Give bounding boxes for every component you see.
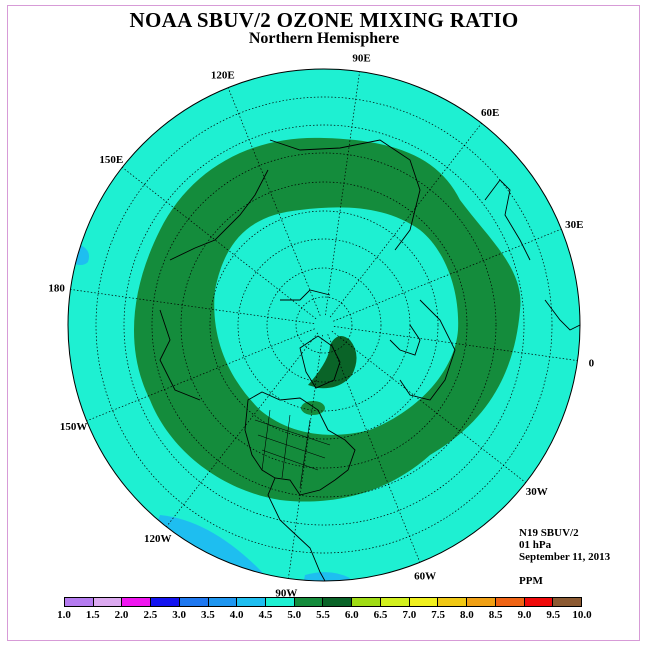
ozone-ring-high (133, 137, 521, 502)
longitude-label: 120W (144, 533, 172, 545)
legend-swatch (266, 598, 295, 606)
legend-swatch (495, 598, 525, 606)
info-block: N19 SBUV/2 01 hPa September 11, 2013 (519, 527, 610, 563)
legend-tick-label: 5.0 (287, 609, 302, 621)
legend-swatch (553, 598, 581, 606)
legend-swatch (352, 598, 381, 606)
longitude-label: 30W (526, 486, 548, 498)
legend-swatch (409, 598, 439, 606)
units-label: PPM (519, 575, 543, 587)
legend-swatch (208, 598, 238, 606)
meridian-line (86, 328, 315, 422)
map-border (67, 68, 581, 582)
legend-tick-label: 3.0 (172, 609, 186, 621)
legend-tick-label: 6.5 (373, 609, 388, 621)
legend-tick-label: 2.5 (143, 609, 158, 621)
legend-swatch (524, 598, 554, 606)
longitude-label: 90W (275, 587, 297, 599)
longitude-label: 90E (352, 53, 370, 65)
page-subtitle: Northern Hemisphere (248, 30, 400, 47)
page-frame (7, 5, 640, 641)
legend-swatch (65, 598, 94, 606)
meridian-line (333, 326, 578, 361)
legend-swatch (122, 598, 152, 606)
ozone-patch-small (301, 401, 325, 415)
legend-tick-label: 1.5 (85, 609, 100, 621)
latitude-circles (95, 96, 553, 554)
meridian-line (333, 228, 562, 322)
legend-tick-label: 3.5 (201, 609, 215, 621)
legend-swatch (380, 598, 410, 606)
meridian-line (325, 71, 360, 316)
legend-tick-label: 4.0 (229, 609, 244, 621)
meridian-line (227, 87, 321, 316)
meridian-line (70, 289, 315, 324)
longitude-label: 30E (565, 219, 583, 231)
legend-swatch (179, 598, 209, 606)
color-legend-labels: 1.0 1.5 2.0 2.5 3.0 3.5 4.0 4.5 5.0 5.5 6.0 6.5 7.0 7… (57, 609, 592, 623)
legend-swatch (294, 598, 324, 606)
page-title: NOAA SBUV/2 OZONE MIXING RATIO (129, 8, 519, 32)
legend-tick-label: 6.0 (344, 609, 359, 621)
legend-swatch (438, 598, 468, 606)
meridian-line (288, 334, 323, 579)
legend-swatch (323, 598, 353, 606)
longitude-label: 120E (211, 70, 235, 82)
legend-swatch (93, 598, 123, 606)
legend-swatch (467, 598, 496, 606)
coastlines (159, 139, 580, 581)
legend-tick-label: 5.5 (316, 609, 330, 621)
meridian-line (166, 332, 319, 527)
legend-tick-label: 9.0 (517, 609, 532, 621)
longitude-label: 0 (589, 358, 595, 370)
legend-tick-label: 2.0 (114, 609, 129, 621)
color-legend-bar (64, 597, 582, 607)
ozone-patch-low-south-2 (300, 572, 350, 581)
ozone-patch-dark (308, 336, 357, 389)
meridian-line (327, 334, 421, 563)
legend-tick-label: 8.0 (460, 609, 474, 621)
longitude-labels: 90E 60E 30E 0 30W 60W 90W 120W 150W 180 150E 120E (48, 53, 594, 600)
legend-tick-label: 9.5 (546, 609, 561, 621)
instrument-label: N19 SBUV/2 (519, 527, 579, 539)
pressure-level-label: 01 hPa (519, 539, 552, 551)
legend-tick-label: 7.0 (402, 609, 417, 621)
meridian-line (329, 123, 482, 318)
longitude-label: 180 (48, 282, 65, 294)
longitude-label: 150W (60, 421, 88, 433)
date-label: September 11, 2013 (519, 551, 611, 563)
meridian-line (122, 167, 317, 320)
meridian-lines (70, 71, 578, 579)
legend-tick-label: 7.5 (431, 609, 445, 621)
legend-swatch (237, 598, 267, 606)
longitude-label: 150E (99, 154, 123, 166)
longitude-label: 60E (481, 107, 499, 119)
us-state-borders (254, 409, 331, 489)
legend-tick-label: 1.0 (57, 609, 71, 621)
legend-tick-label: 4.5 (258, 609, 273, 621)
legend-tick-label: 8.5 (488, 609, 503, 621)
legend-swatch (151, 598, 180, 606)
longitude-label: 60W (414, 570, 436, 582)
legend-tick-label: 10.0 (572, 609, 592, 621)
meridian-line (331, 330, 526, 483)
